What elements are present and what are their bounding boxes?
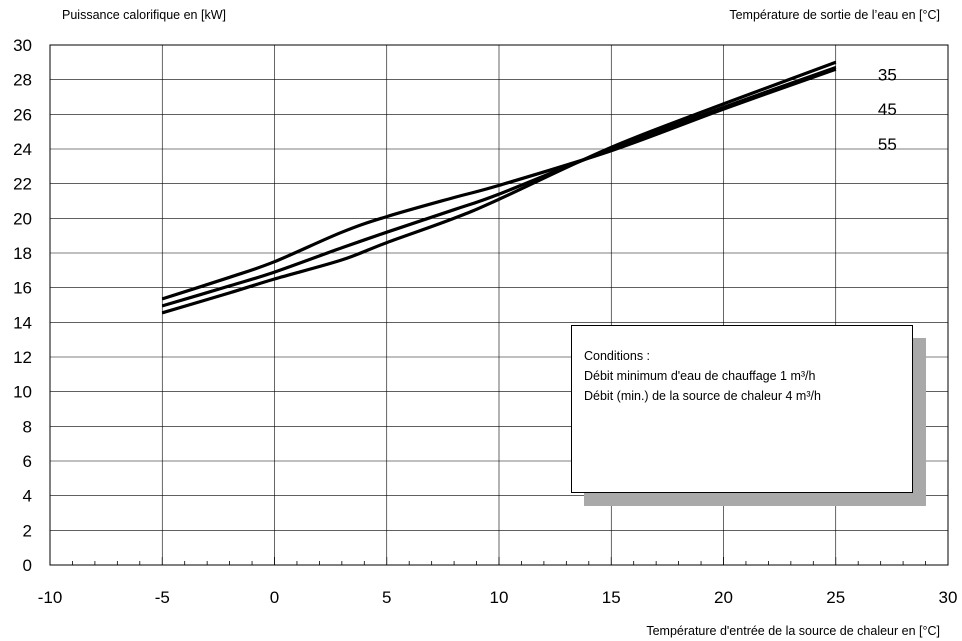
series-label-55: 55 [878,135,897,154]
y-tick-label: 2 [23,521,32,540]
y-tick-label: 16 [13,279,32,298]
y-tick-label: 20 [13,209,32,228]
conditions-line-2: Débit (min.) de la source de chaleur 4 m… [584,389,821,403]
x-tick-label: 0 [270,588,279,607]
y-tick-label: 6 [23,452,32,471]
y-axis-title: Puissance calorifique en [kW] [62,8,226,22]
y-tick-label: 12 [13,348,32,367]
y-tick-label: 14 [13,313,32,332]
conditions-title: Conditions : [584,349,651,363]
y-tick-label: 18 [13,244,32,263]
x-tick-label: 15 [602,588,621,607]
x-tick-label: 10 [490,588,509,607]
y-tick-label: 30 [13,36,32,55]
series-line-35 [161,67,837,301]
series-line-45 [161,65,837,308]
conditions-box: Conditions : Débit minimum d'eau de chau… [571,325,913,493]
x-axis-title: Température d'entrée de la source de cha… [646,624,940,638]
y-tick-label: 28 [13,71,32,90]
y-tick-label: 10 [13,383,32,402]
y-tick-label: 4 [23,487,32,506]
y-tick-label: 26 [13,105,32,124]
y-tick-label: 24 [13,140,32,159]
x-tick-label: 20 [714,588,733,607]
series-label-45: 45 [878,100,897,119]
y-tick-label: 0 [23,556,32,575]
series-label-35: 35 [878,65,897,84]
legend-title: Température de sortie de l’eau en [°C] [729,8,940,22]
y-tick-label: 22 [13,175,32,194]
y-tick-label: 8 [23,417,32,436]
x-tick-label: 5 [382,588,391,607]
x-tick-label: -5 [155,588,170,607]
x-tick-label: 30 [939,588,958,607]
series-line-55 [161,60,837,315]
x-tick-label: -10 [38,588,63,607]
conditions-line-1: Débit minimum d'eau de chauffage 1 m³/h [584,369,816,383]
x-tick-label: 25 [826,588,845,607]
